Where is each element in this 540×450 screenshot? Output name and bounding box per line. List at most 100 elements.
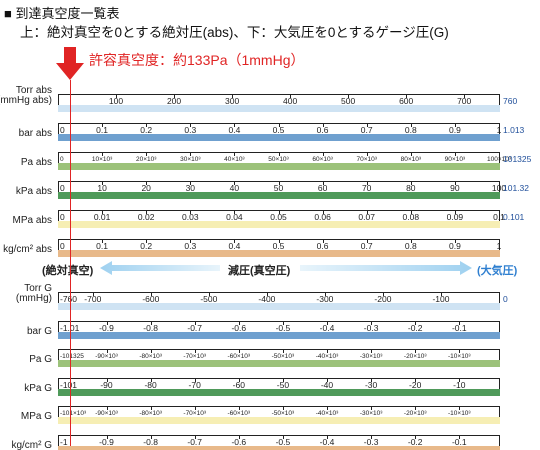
scale-tick xyxy=(234,239,236,243)
tick-label: 300 xyxy=(224,96,240,106)
scale-end-value: 1.013 xyxy=(503,125,525,135)
tick-label: 0.9 xyxy=(448,241,461,251)
scale-tick xyxy=(58,239,59,243)
tick-label: 0.6 xyxy=(316,125,329,135)
tick-label: -10×10³ xyxy=(448,410,471,417)
tick-label: 70×10³ xyxy=(356,156,377,163)
scale-color-bar xyxy=(58,192,500,199)
scale-end-left xyxy=(58,210,59,226)
tick-label: 0.5 xyxy=(272,125,285,135)
tick-label: -50×10³ xyxy=(271,353,295,360)
scale-color-bar xyxy=(58,221,500,228)
scale-tick xyxy=(454,181,456,185)
scale-tick xyxy=(102,239,104,243)
tick-label: -80×10³ xyxy=(139,410,162,417)
scale-unit-label: bar G xyxy=(27,326,52,337)
scale-end-right xyxy=(499,152,500,168)
scale-row: Pa G -101325 -90×10³ -80×10³ -70×10³ -60×10³ -… xyxy=(0,343,540,369)
scale-tick xyxy=(194,434,196,439)
tick-label: -0.2 xyxy=(407,436,423,447)
tick-label: -200 xyxy=(374,294,392,304)
scale-tick xyxy=(322,181,324,185)
tick-label: -40×10³ xyxy=(315,353,339,360)
atmospheric-pressure-label: (大気圧) xyxy=(477,265,518,277)
scale-tick xyxy=(238,320,240,325)
scale-tick xyxy=(190,239,192,243)
scale-end-left xyxy=(58,152,59,168)
scale-tick xyxy=(190,181,192,185)
scale-unit-label: Torr G (mmHg) xyxy=(16,284,52,304)
scale-tick xyxy=(58,406,59,410)
tick-label: 100×10³ xyxy=(486,156,512,163)
scale-tick xyxy=(371,434,373,439)
tick-label: -100 xyxy=(432,294,450,304)
scale-tick xyxy=(116,94,118,98)
scale-tick xyxy=(234,152,236,156)
scale-unit-label: Torr abs (mmHg abs) xyxy=(0,86,52,106)
page-subtitle: 上：絶対真空を0とする絶対圧(abs)、下：大気圧を0とするゲージ圧(G) xyxy=(20,25,449,40)
tick-label: 40×10³ xyxy=(224,156,245,163)
scale-tick xyxy=(150,406,152,410)
tick-label: 0 xyxy=(60,125,65,135)
scale-color-bar xyxy=(58,360,500,367)
scale-tick xyxy=(174,94,176,98)
scale-row: bar G -1.01 -0.9 -0.8 -0.7 -0.6 -0.5 -0.4 -0.3 -0… xyxy=(0,315,540,341)
tick-label: 0 xyxy=(60,156,64,163)
scale-tick xyxy=(327,377,328,382)
tick-label: 0.5 xyxy=(272,241,285,251)
scale-tick xyxy=(282,320,284,325)
tick-label: 0 xyxy=(60,212,65,222)
unit-line: kg/cm² G xyxy=(11,439,52,450)
scale-tick xyxy=(327,349,328,353)
tick-label: -300 xyxy=(316,294,334,304)
scale-tick xyxy=(366,210,368,214)
scale-end-right xyxy=(499,349,500,365)
scale-line xyxy=(58,349,500,350)
tick-label: -0.2 xyxy=(407,322,423,333)
scale-tick xyxy=(278,152,280,156)
scale-tick xyxy=(102,210,104,214)
tick-label: 30 xyxy=(185,183,196,193)
scale-tick xyxy=(146,123,148,127)
scale-tick xyxy=(102,181,104,185)
scale-tick xyxy=(324,292,326,296)
scale-end-left xyxy=(58,349,59,365)
scale-end-right xyxy=(499,210,500,226)
tick-label: 0.04 xyxy=(226,212,243,222)
scale-tick xyxy=(106,320,108,325)
scale-end-right xyxy=(499,239,500,255)
scale-tick xyxy=(106,406,108,410)
scale-row: MPa G -101×10³ -90×10³ -80×10³ -70×10³ -60×10… xyxy=(0,400,540,426)
scale-tick xyxy=(58,292,59,296)
unit-line: Torr abs xyxy=(15,85,52,96)
tick-label: 0.08 xyxy=(402,212,420,222)
scale-tick xyxy=(234,123,236,127)
unit-line: kPa abs xyxy=(15,186,52,197)
scale-tick xyxy=(322,210,324,214)
scale-unit-label: kg/cm² G xyxy=(11,439,52,450)
scale-tick xyxy=(194,349,196,353)
scale-tick xyxy=(499,210,500,214)
scale-end-value: 0 xyxy=(503,294,508,304)
scale-tick xyxy=(410,239,412,243)
scale-end-right xyxy=(499,434,500,450)
scale-unit-label: kg/cm² abs xyxy=(3,245,52,255)
limit-line xyxy=(70,80,71,446)
tick-label: 40 xyxy=(229,183,240,193)
tick-label: 10 xyxy=(97,183,107,193)
tick-label: 0.7 xyxy=(360,125,373,135)
tick-label: -0.7 xyxy=(187,436,203,447)
tick-label: 0.06 xyxy=(314,212,331,222)
scale-row: kPa G -101 -90 -80 -70 -60 -50 -40 -30 -20 -10 xyxy=(0,372,540,398)
scale-tick xyxy=(92,292,94,296)
tick-label: -50 xyxy=(276,379,290,390)
unit-line: kPa G xyxy=(24,382,52,394)
tick-label: 0.7 xyxy=(360,241,373,251)
scale-tick xyxy=(454,239,456,243)
tick-label: -70×10³ xyxy=(183,410,206,417)
scale-tick xyxy=(322,123,324,127)
scale-tick xyxy=(371,349,373,353)
tick-label: -0.4 xyxy=(319,436,335,447)
tick-label: 0.2 xyxy=(140,241,153,251)
direction-band: (絶対真空) 減圧(真空圧) (大気圧) xyxy=(0,257,540,281)
